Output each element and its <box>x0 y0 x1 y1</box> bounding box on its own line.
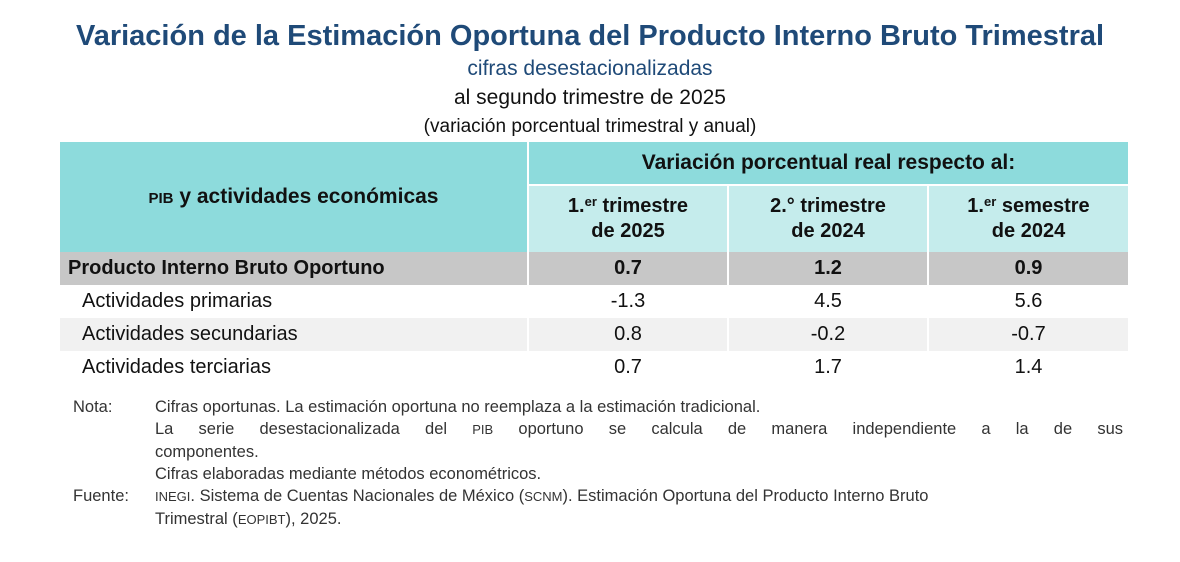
gdp-table: PIB y actividades económicas Variación p… <box>60 142 1128 384</box>
note-line: Cifras elaboradas mediante métodos econo… <box>155 465 542 483</box>
table-row: Actividades terciarias 0.7 1.7 1.4 <box>60 351 1128 384</box>
period-label: al segundo trimestre de 2025 <box>453 86 726 109</box>
table-cell: 1.7 <box>728 351 929 384</box>
row-label: Producto Interno Bruto Oportuno <box>60 252 529 285</box>
table-row: Producto Interno Bruto Oportuno 0.7 1.2 … <box>60 252 1128 285</box>
units-label: (variación porcentual trimestral y anual… <box>423 116 757 137</box>
table-cell: 4.5 <box>728 285 929 318</box>
note-line: Cifras oportunas. La estimación oportuna… <box>155 398 761 416</box>
row-header: PIB y actividades económicas <box>60 142 529 252</box>
table-cell: 5.6 <box>928 285 1128 318</box>
column-header: 1.er semestre de 2024 <box>928 185 1128 252</box>
table-cell: -0.7 <box>928 318 1128 351</box>
row-label: Actividades secundarias <box>60 318 529 351</box>
column-header: 1.er trimestre de 2025 <box>528 185 729 252</box>
note-label: Nota: <box>73 398 113 416</box>
table-cell: -0.2 <box>728 318 929 351</box>
table-cell: -1.3 <box>528 285 729 318</box>
column-header: 2.° trimestre de 2024 <box>728 185 929 252</box>
page-title: Variación de la Estimación Oportuna del … <box>75 20 1105 52</box>
footnotes: Nota: Cifras oportunas. La estimación op… <box>73 396 1123 531</box>
row-header-text: y actividades económicas <box>173 185 439 208</box>
table-cell: 0.9 <box>928 252 1128 285</box>
table-row: Actividades primarias -1.3 4.5 5.6 <box>60 285 1128 318</box>
subtitle: cifras desestacionalizadas <box>467 57 713 80</box>
source-label: Fuente: <box>73 487 129 505</box>
note-block: Nota: Cifras oportunas. La estimación op… <box>73 396 1123 485</box>
table-row: Actividades secundarias 0.8 -0.2 -0.7 <box>60 318 1128 351</box>
table-cell: 1.2 <box>728 252 929 285</box>
note-line: La serie desestacionalizada del PIB opor… <box>155 420 1124 438</box>
table-cell: 1.4 <box>928 351 1128 384</box>
note-line: componentes. <box>155 443 259 461</box>
table-cell: 0.8 <box>528 318 729 351</box>
table-cell: 0.7 <box>528 252 729 285</box>
group-header: Variación porcentual real respecto al: <box>528 142 1128 186</box>
row-label: Actividades primarias <box>60 285 529 318</box>
row-label: Actividades terciarias <box>60 351 529 384</box>
table-cell: 0.7 <box>528 351 729 384</box>
row-header-abbr: PIB <box>148 190 174 207</box>
source-block: Fuente: INEGI. Sistema de Cuentas Nacion… <box>73 485 1123 531</box>
source-line: Trimestral (EOPIBT), 2025. <box>155 510 342 528</box>
source-line: INEGI. Sistema de Cuentas Nacionales de … <box>155 487 929 505</box>
